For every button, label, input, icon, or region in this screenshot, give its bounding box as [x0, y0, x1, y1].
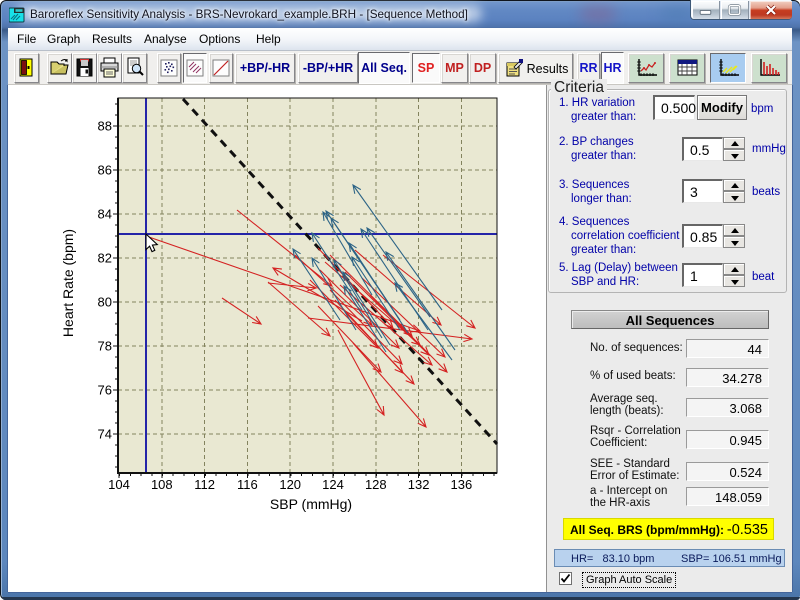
svg-text:108: 108 — [151, 477, 173, 492]
svg-text:80: 80 — [98, 295, 112, 310]
svg-text:84: 84 — [98, 207, 112, 222]
svg-text:124: 124 — [322, 477, 344, 492]
svg-text:86: 86 — [98, 163, 112, 178]
svg-text:88: 88 — [98, 119, 112, 134]
svg-text:136: 136 — [451, 477, 473, 492]
svg-text:112: 112 — [194, 477, 215, 492]
svg-text:104: 104 — [108, 477, 130, 492]
svg-text:SBP (mmHg): SBP (mmHg) — [270, 496, 352, 512]
svg-text:116: 116 — [237, 477, 258, 492]
svg-text:128: 128 — [365, 477, 387, 492]
svg-text:Heart Rate (bpm): Heart Rate (bpm) — [60, 229, 76, 337]
svg-text:76: 76 — [98, 383, 112, 398]
svg-text:82: 82 — [98, 251, 112, 266]
svg-text:78: 78 — [98, 339, 112, 354]
svg-text:120: 120 — [279, 477, 301, 492]
svg-text:132: 132 — [408, 477, 430, 492]
svg-text:74: 74 — [98, 427, 112, 442]
